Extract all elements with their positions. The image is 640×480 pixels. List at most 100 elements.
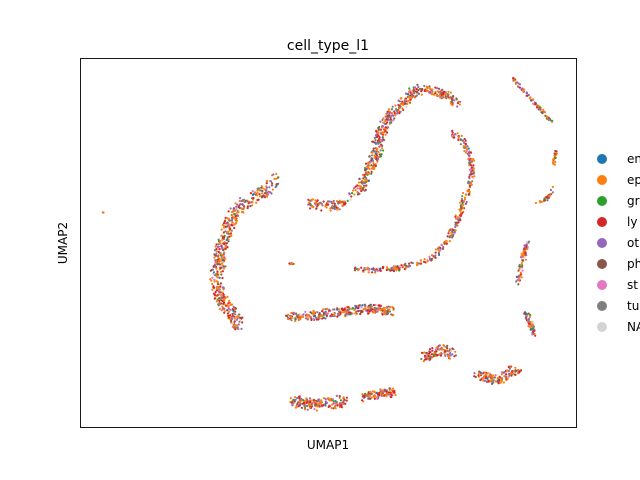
scatter-point <box>216 276 219 279</box>
scatter-point <box>324 400 327 403</box>
cluster-bottom-left-blob <box>289 394 348 412</box>
scatter-point <box>431 93 434 96</box>
scatter-point <box>300 397 303 400</box>
scatter-point <box>538 106 542 109</box>
scatter-point <box>390 114 393 117</box>
scatter-point <box>379 149 382 152</box>
scatter-point <box>225 242 228 245</box>
scatter-point <box>473 372 476 375</box>
scatter-point <box>409 89 412 92</box>
scatter-point <box>534 201 538 205</box>
scatter-point <box>374 139 377 142</box>
scatter-point <box>351 307 354 310</box>
scatter-point <box>238 199 241 203</box>
scatter-point <box>363 307 366 310</box>
scatter-point <box>420 357 423 361</box>
scatter-point <box>360 181 363 184</box>
scatter-point <box>423 89 426 93</box>
scatter-point <box>294 320 297 323</box>
scatter-point <box>398 269 401 272</box>
scatter-point <box>498 375 501 378</box>
scatter-point <box>446 93 450 96</box>
scatter-point <box>235 219 238 222</box>
scatter-point <box>524 258 528 261</box>
cluster-right-small-mid <box>534 185 555 205</box>
scatter-point <box>224 227 227 230</box>
scatter-point <box>308 203 311 206</box>
scatter-point <box>514 366 517 369</box>
scatter-point <box>378 393 381 397</box>
scatter-point <box>399 105 402 108</box>
scatter-point <box>424 261 427 264</box>
scatter-point <box>255 201 258 204</box>
scatter-point <box>337 201 340 204</box>
scatter-point <box>373 271 377 274</box>
scatter-point <box>224 230 227 233</box>
scatter-point <box>416 264 419 267</box>
scatter-point <box>444 354 447 357</box>
scatter-point <box>232 309 235 312</box>
scatter-point <box>331 403 334 406</box>
scatter-point <box>307 198 310 201</box>
scatter-point <box>249 192 252 195</box>
scatter-point <box>343 307 346 310</box>
scatter-point <box>211 268 214 271</box>
scatter-point <box>432 354 436 357</box>
scatter-point <box>444 92 447 95</box>
scatter-point <box>346 310 349 313</box>
scatter-point <box>345 396 348 399</box>
scatter-point <box>385 268 388 272</box>
scatter-point <box>322 308 325 311</box>
y-axis-label: UMAP2 <box>56 222 70 264</box>
scatter-point <box>373 156 376 159</box>
scatter-point <box>364 305 367 308</box>
scatter-point <box>454 133 457 136</box>
scatter-point <box>402 103 405 107</box>
scatter-point <box>455 98 458 101</box>
scatter-point <box>363 268 366 271</box>
scatter-point <box>265 182 268 185</box>
scatter-point <box>552 160 555 164</box>
scatter-point <box>356 190 359 194</box>
legend-marker <box>597 259 607 269</box>
scatter-point <box>426 259 429 262</box>
scatter-point <box>494 380 497 383</box>
legend-marker <box>597 238 607 248</box>
scatter-point <box>544 114 547 117</box>
scatter-point <box>265 186 268 189</box>
scatter-point <box>472 171 476 174</box>
scatter-point <box>525 240 528 243</box>
scatter-point <box>255 194 259 197</box>
scatter-point <box>237 313 240 316</box>
scatter-point <box>367 271 370 274</box>
scatter-point <box>426 356 429 359</box>
scatter-point <box>284 314 288 317</box>
scatter-point <box>364 171 367 174</box>
scatter-point <box>514 369 518 372</box>
scatter-point <box>218 301 221 304</box>
scatter-point <box>354 313 357 316</box>
scatter-point <box>470 158 473 162</box>
scatter-point <box>394 394 397 397</box>
scatter-point <box>212 292 215 295</box>
scatter-point <box>523 249 526 252</box>
scatter-point <box>436 87 439 90</box>
scatter-point <box>342 200 345 203</box>
scatter-point <box>431 347 434 350</box>
scatter-point <box>459 201 462 204</box>
scatter-point <box>428 255 431 258</box>
scatter-point <box>423 84 426 87</box>
scatter-point <box>400 264 403 267</box>
cluster-middle-strip <box>284 303 395 323</box>
scatter-point <box>294 406 297 409</box>
scatter-point <box>227 307 230 310</box>
scatter-point <box>309 400 312 403</box>
cluster-small-blob-center <box>306 198 349 212</box>
scatter-point <box>290 319 293 322</box>
scatter-point <box>456 218 459 221</box>
scatter-point <box>370 396 373 399</box>
scatter-point <box>496 377 499 380</box>
scatter-point <box>314 199 317 202</box>
scatter-point <box>455 221 458 224</box>
